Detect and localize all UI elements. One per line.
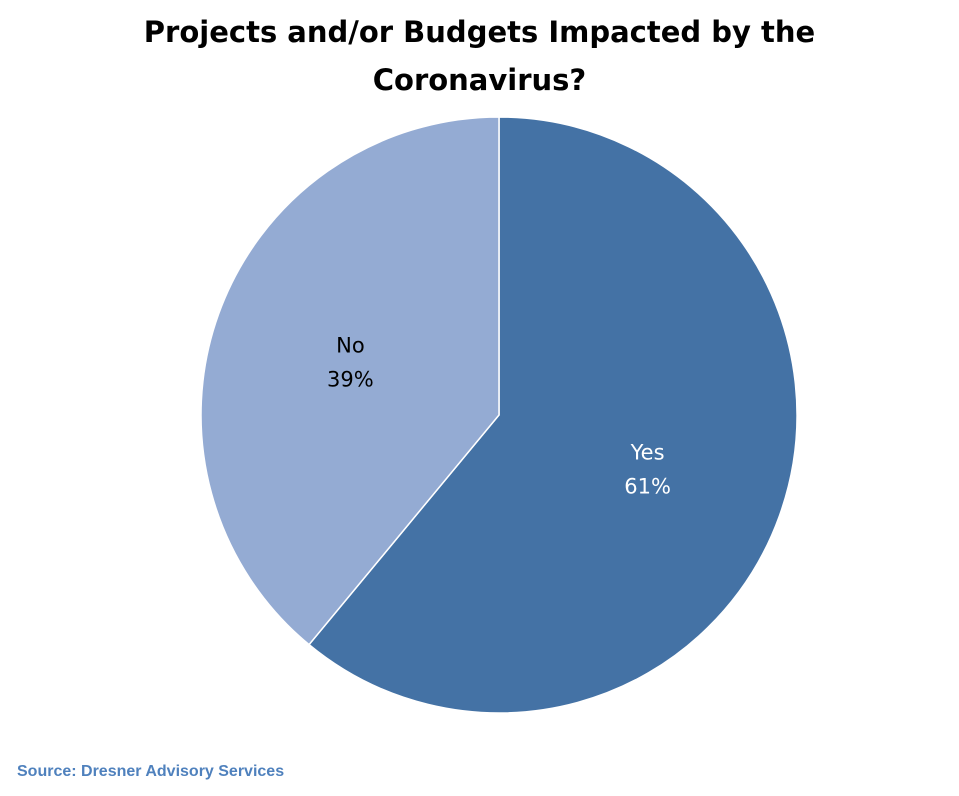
source-note: Source: Dresner Advisory Services <box>17 763 285 780</box>
chart-title: Projects and/or Budgets Impacted by the … <box>0 8 959 104</box>
pie-slice-yes <box>307 116 798 714</box>
pie-slice-no <box>200 116 500 646</box>
chart-title-line-2: Coronavirus? <box>372 63 587 97</box>
slice-label-no: No <box>336 334 365 358</box>
slice-label-yes: Yes <box>630 441 665 465</box>
pie-slices <box>200 116 798 714</box>
chart-title-line-1: Projects and/or Budgets Impacted by the <box>143 15 816 49</box>
slice-value-yes: 61% <box>624 475 671 499</box>
pie-labels: Yes 61% No 39% <box>327 334 671 499</box>
slice-value-no: 39% <box>327 368 374 392</box>
